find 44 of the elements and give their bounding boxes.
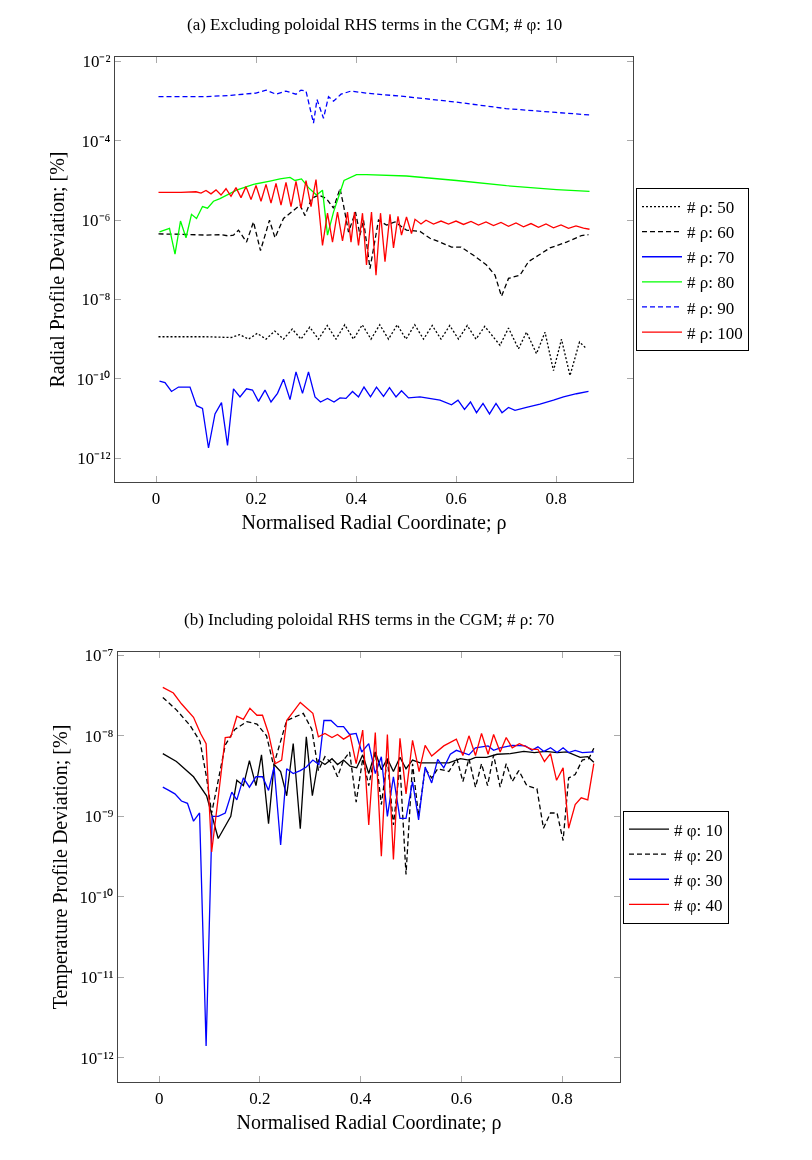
legend-label: # φ: 30	[674, 870, 723, 890]
y-tick-label: 10⁻¹⁰	[79, 887, 114, 907]
legend-label: # ρ: 50	[687, 198, 735, 218]
y-tick-label: 10⁻¹¹	[80, 968, 114, 988]
y-axis-title: Radial Profile Deviation; [%]	[45, 151, 68, 388]
line-series	[162, 719, 595, 1047]
y-tick-label: 10⁻¹²	[77, 449, 111, 469]
x-tick-label: 0	[151, 488, 161, 508]
chart-title: (a) Excluding poloidal RHS terms in the CGM; # φ: 10	[187, 15, 563, 34]
legend-label: # ρ: 60	[687, 223, 735, 243]
chart-title: (b) Including poloidal RHS terms in the CGM; # ρ: 70	[184, 610, 555, 629]
y-tick-label: 10⁻⁸	[84, 726, 114, 746]
line-series	[158, 371, 590, 449]
y-tick-label: 10⁻¹⁰	[76, 369, 111, 389]
x-tick-label: 0.6	[445, 488, 467, 508]
x-tick-label: 0.2	[245, 488, 267, 508]
y-tick-label: 10⁻²	[82, 52, 111, 72]
line-series	[157, 324, 587, 377]
y-axis-title: Temperature Profile Deviation; [%]	[48, 724, 72, 1010]
y-tick-label: 10⁻⁸	[81, 290, 111, 310]
x-tick-label: 0.8	[551, 1088, 573, 1108]
legend-label: # ρ: 70	[687, 248, 735, 268]
x-tick-label: 0.6	[450, 1088, 473, 1108]
x-axis-title: Normalised Radial Coordinate; ρ	[241, 511, 507, 534]
line-series	[157, 89, 591, 124]
legend-label: # ρ: 80	[687, 273, 735, 293]
x-tick-label: 0.4	[350, 1088, 372, 1108]
y-tick-label: 10⁻⁴	[81, 131, 111, 151]
legend-label: # φ: 20	[674, 845, 723, 865]
x-tick-label: 0.8	[545, 488, 567, 508]
legend-label: # φ: 10	[674, 820, 723, 840]
y-tick-label: 10⁻⁹	[84, 807, 114, 827]
line-series	[158, 174, 591, 255]
x-tick-label: 0	[155, 1088, 164, 1108]
x-tick-label: 0.4	[345, 488, 368, 508]
x-tick-label: 0.2	[249, 1088, 271, 1108]
legend-label: # ρ: 100	[687, 323, 743, 343]
y-tick-label: 10⁻⁷	[84, 646, 114, 666]
y-tick-label: 10⁻⁶	[81, 211, 111, 231]
x-axis-title: Normalised Radial Coordinate; ρ	[236, 1111, 502, 1134]
legend-label: # ρ: 90	[687, 298, 735, 318]
legend-label: # φ: 40	[674, 895, 723, 915]
line-series	[157, 179, 591, 276]
y-tick-label: 10⁻¹²	[80, 1048, 114, 1068]
